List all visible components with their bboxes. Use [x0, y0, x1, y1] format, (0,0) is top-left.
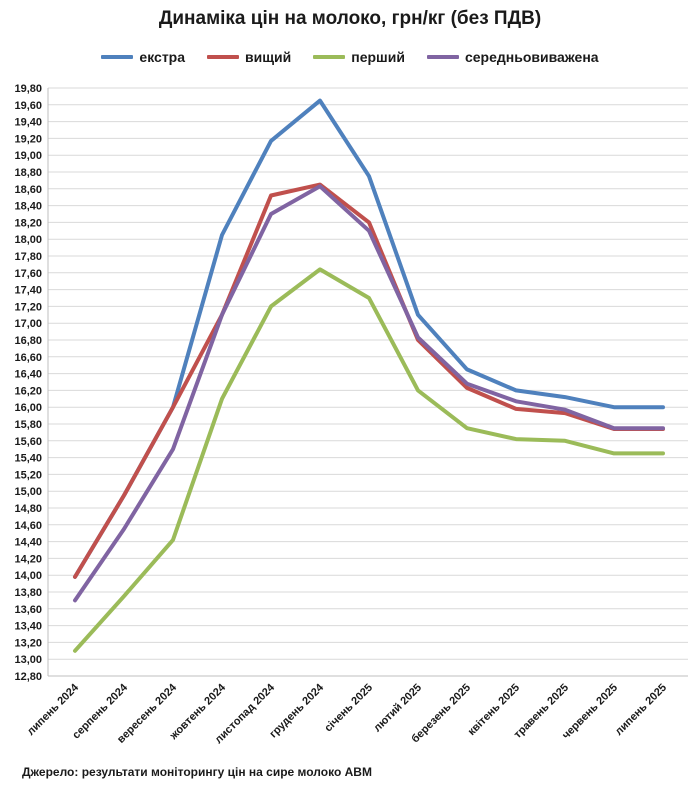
y-tick-label: 17,40 — [14, 285, 42, 297]
series-line-3 — [73, 267, 665, 653]
y-tick-label: 19,00 — [14, 150, 42, 162]
legend-swatch — [426, 55, 459, 59]
y-tick-label: 12,80 — [14, 671, 42, 683]
series-line-4 — [73, 184, 665, 603]
legend-label: вищий — [245, 49, 292, 65]
y-tick-label: 14,40 — [14, 537, 42, 549]
y-tick-label: 16,60 — [14, 352, 42, 364]
y-tick-label: 19,60 — [14, 100, 42, 112]
legend-label: перший — [351, 49, 405, 65]
y-tick-label: 19,40 — [14, 117, 42, 129]
y-tick-label: 14,60 — [14, 520, 42, 532]
legend: екстра вищий перший середньовиважена — [0, 49, 700, 65]
legend-swatch — [101, 55, 134, 59]
legend-label: екстра — [139, 49, 186, 65]
legend-item-3: перший — [313, 49, 405, 65]
legend-item-2: вищий — [207, 49, 291, 65]
y-tick-label: 16,80 — [14, 335, 42, 347]
y-tick-label: 16,20 — [14, 385, 42, 397]
y-tick-label: 13,60 — [14, 604, 42, 616]
y-tick-label: 15,80 — [14, 419, 42, 431]
y-tick-label: 17,60 — [14, 268, 42, 280]
series-line-2 — [73, 182, 665, 579]
y-tick-label: 16,00 — [14, 402, 42, 414]
y-tick-label: 19,20 — [14, 133, 42, 145]
y-tick-label: 18,60 — [14, 184, 42, 196]
y-tick-label: 13,00 — [14, 654, 42, 666]
y-tick-label: 18,00 — [14, 234, 42, 246]
legend-item-4: середньовиважена — [426, 49, 599, 65]
y-tick-label: 13,20 — [14, 637, 42, 649]
x-tick-label: лютий 2025 — [371, 682, 424, 735]
line-chart: 12,80 13,00 13,20 13,40 13,60 13,80 14,00 14,20… — [14, 83, 688, 746]
y-tick-label: 14,20 — [14, 553, 42, 565]
y-tick-label: 19,80 — [14, 83, 42, 95]
y-tick-label: 16,40 — [14, 369, 42, 381]
y-tick-label: 13,40 — [14, 621, 42, 633]
y-tick-label: 17,80 — [14, 251, 42, 263]
x-tick-label: січень 2025 — [322, 682, 375, 735]
y-tick-label: 18,20 — [14, 217, 42, 229]
y-tick-label: 18,80 — [14, 167, 42, 179]
y-tick-label: 15,60 — [14, 436, 42, 448]
y-tick-label: 13,80 — [14, 587, 42, 599]
y-tick-label: 15,00 — [14, 486, 42, 498]
x-tick-label: липень 2025 — [613, 682, 669, 738]
y-tick-label: 15,20 — [14, 469, 42, 481]
legend-label: середньовиважена — [464, 49, 599, 65]
source-note: Джерело: результати моніторингу цін на с… — [22, 765, 372, 779]
y-tick-label: 14,80 — [14, 503, 42, 515]
legend-item-1: екстра — [101, 49, 185, 65]
chart-title: Динаміка цін на молоко, грн/кг (без ПДВ) — [158, 8, 542, 29]
y-tick-label: 17,20 — [14, 301, 42, 313]
legend-swatch — [313, 55, 346, 59]
y-tick-label: 18,40 — [14, 201, 42, 213]
y-tick-label: 17,00 — [14, 318, 42, 330]
y-tick-label: 15,40 — [14, 453, 42, 465]
legend-swatch — [207, 55, 240, 59]
y-tick-label: 14,00 — [14, 570, 42, 582]
